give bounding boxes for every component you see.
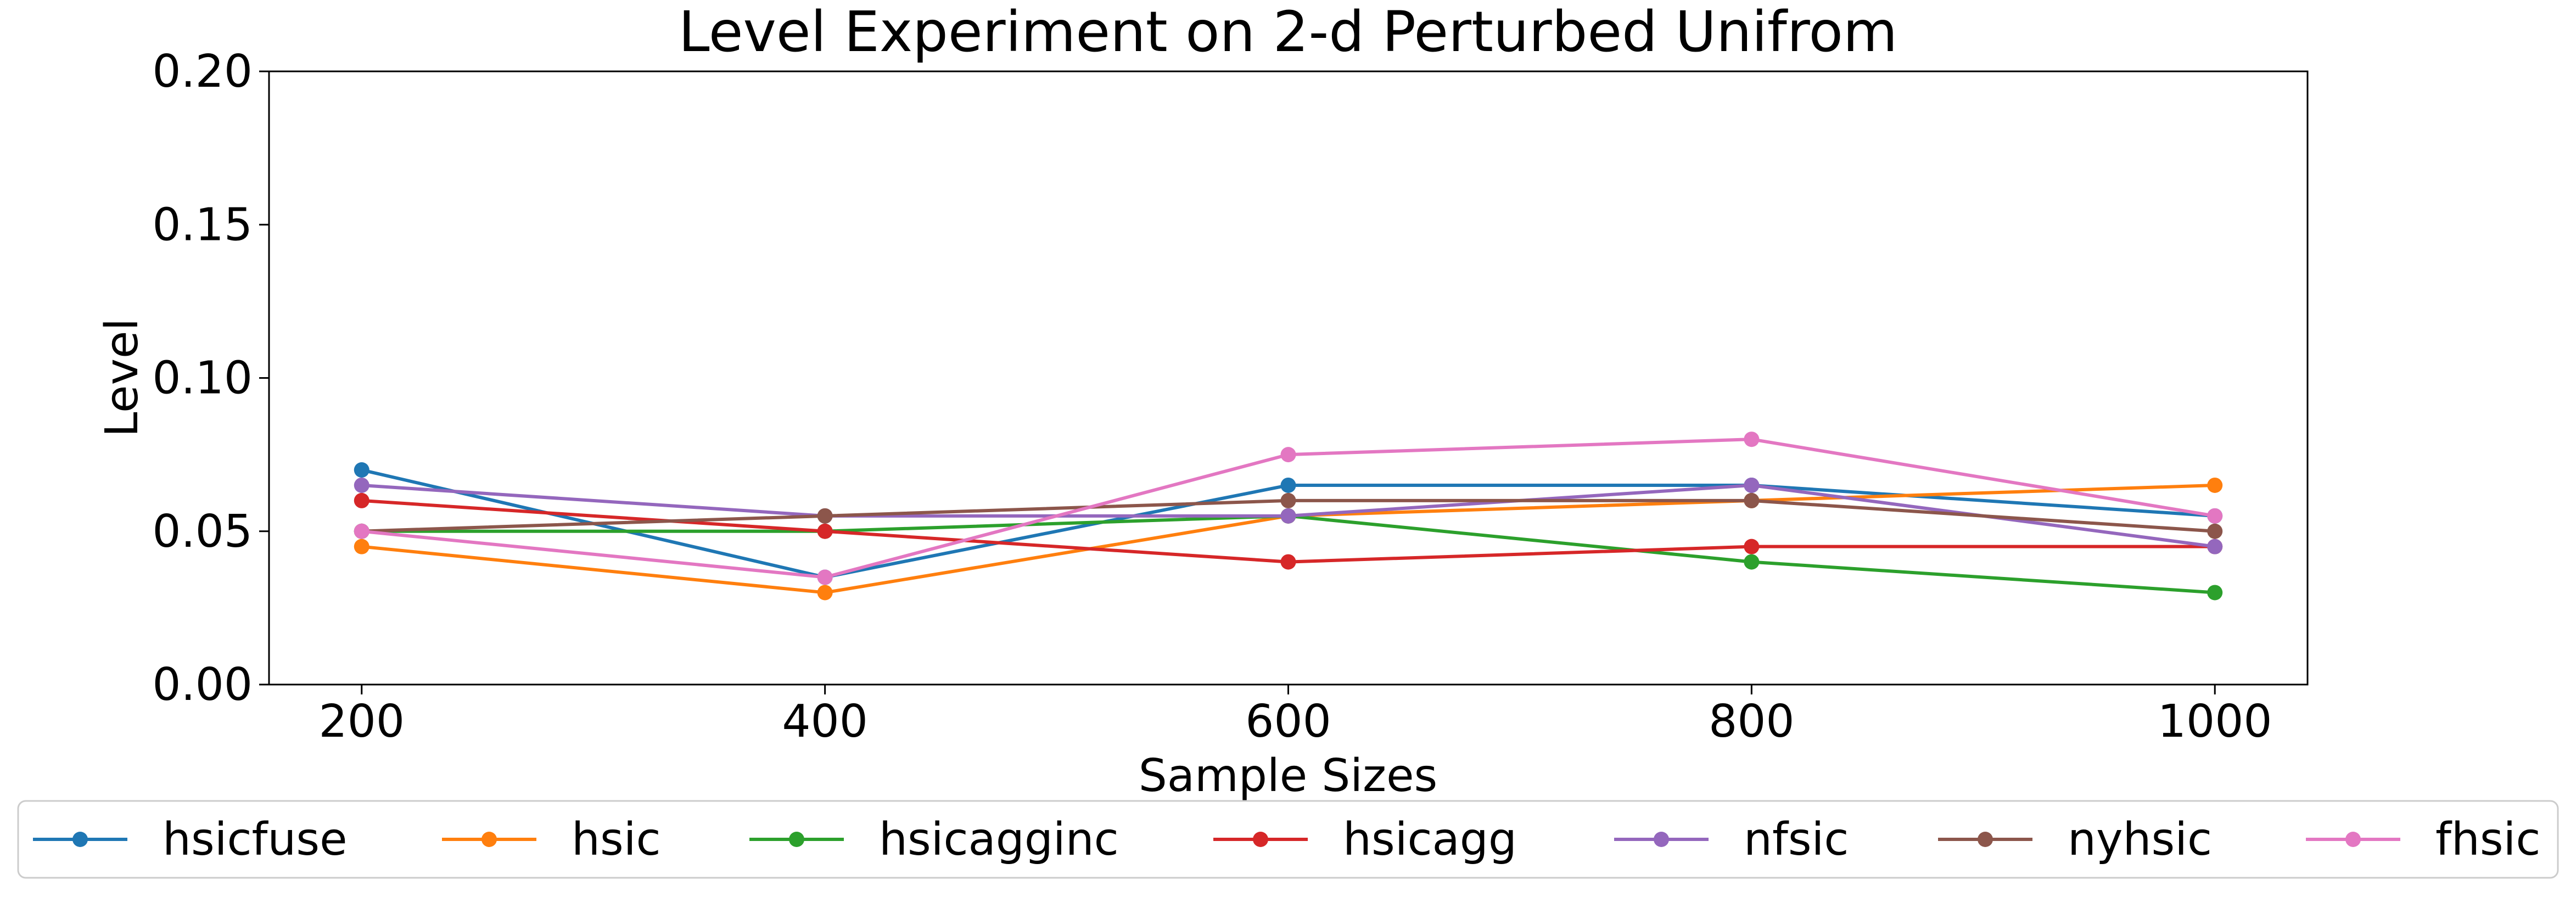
legend: hsicfuse hsic hsicagginc hsicagg nfsic nyhsic… — [33, 814, 2540, 866]
legend-marker — [1253, 832, 1268, 847]
legend-label: nfsic — [1744, 814, 1849, 866]
legend-item-nfsic: nfsic — [1614, 814, 1849, 866]
x-tick-label: 800 — [1709, 696, 1795, 748]
series-fhsic — [354, 431, 2223, 585]
data-point-hsicfuse — [354, 462, 369, 478]
data-point-hsic — [2207, 477, 2223, 493]
legend-marker — [1978, 832, 1993, 847]
x-axis: 200 400 600 800 1000 — [319, 685, 2272, 748]
legend-label: nyhsic — [2068, 814, 2212, 866]
data-point-nfsic — [2207, 539, 2223, 554]
legend-item-hsicagginc: hsicagginc — [749, 814, 1119, 866]
data-point-fhsic — [1280, 447, 1296, 463]
y-tick-label: 0.20 — [152, 46, 253, 98]
data-point-hsic — [354, 539, 369, 554]
data-point-hsicagginc — [1744, 554, 1760, 570]
data-point-nfsic — [1744, 477, 1760, 493]
data-point-nyhsic — [1280, 492, 1296, 508]
legend-label: hsicagginc — [879, 814, 1119, 866]
x-axis-label: Sample Sizes — [1139, 750, 1438, 802]
legend-label: hsicfuse — [163, 814, 348, 866]
plot-area — [268, 70, 2309, 686]
legend-label: hsic — [572, 814, 661, 866]
legend-item-hsic: hsic — [442, 814, 661, 866]
legend-item-hsicagg: hsicagg — [1213, 814, 1517, 866]
legend-label: hsicagg — [1343, 814, 1517, 866]
data-point-hsicagg — [354, 492, 369, 508]
legend-label: fhsic — [2435, 814, 2540, 866]
legend-marker — [72, 832, 88, 847]
data-point-nfsic — [1280, 508, 1296, 524]
y-axis: 0.00 0.05 0.10 0.15 0.20 — [152, 46, 269, 711]
data-point-hsic — [817, 585, 833, 601]
data-point-hsicfuse — [1280, 477, 1296, 493]
data-point-hsicagg — [817, 523, 833, 539]
chart-title: Level Experiment on 2-d Perturbed Unifro… — [679, 0, 1898, 65]
legend-marker — [1654, 832, 1669, 847]
x-tick-label: 200 — [319, 696, 405, 748]
y-axis-label: Level — [96, 318, 148, 437]
y-tick-label: 0.15 — [152, 199, 253, 251]
data-point-nyhsic — [2207, 523, 2223, 539]
data-point-hsicagginc — [2207, 585, 2223, 601]
x-tick-label: 400 — [782, 696, 868, 748]
data-point-fhsic — [817, 569, 833, 585]
y-tick-label: 0.10 — [152, 352, 253, 405]
data-point-hsicagg — [1744, 539, 1760, 554]
legend-item-fhsic: fhsic — [2306, 814, 2540, 866]
data-point-hsicagg — [1280, 554, 1296, 570]
data-point-nyhsic — [1744, 492, 1760, 508]
data-point-nyhsic — [817, 508, 833, 524]
legend-item-nyhsic: nyhsic — [1938, 814, 2212, 866]
legend-item-hsicfuse: hsicfuse — [33, 814, 348, 866]
data-point-fhsic — [1744, 431, 1760, 447]
legend-marker — [481, 832, 497, 847]
series-nyhsic — [354, 492, 2223, 539]
y-tick-label: 0.05 — [152, 506, 253, 558]
x-tick-label: 1000 — [2158, 696, 2272, 748]
series-layer — [354, 431, 2223, 601]
data-point-nfsic — [354, 477, 369, 493]
data-point-fhsic — [354, 523, 369, 539]
data-point-fhsic — [2207, 508, 2223, 524]
x-tick-label: 600 — [1245, 696, 1331, 748]
y-tick-label: 0.00 — [152, 659, 253, 711]
legend-marker — [2345, 832, 2361, 847]
legend-marker — [789, 832, 804, 847]
